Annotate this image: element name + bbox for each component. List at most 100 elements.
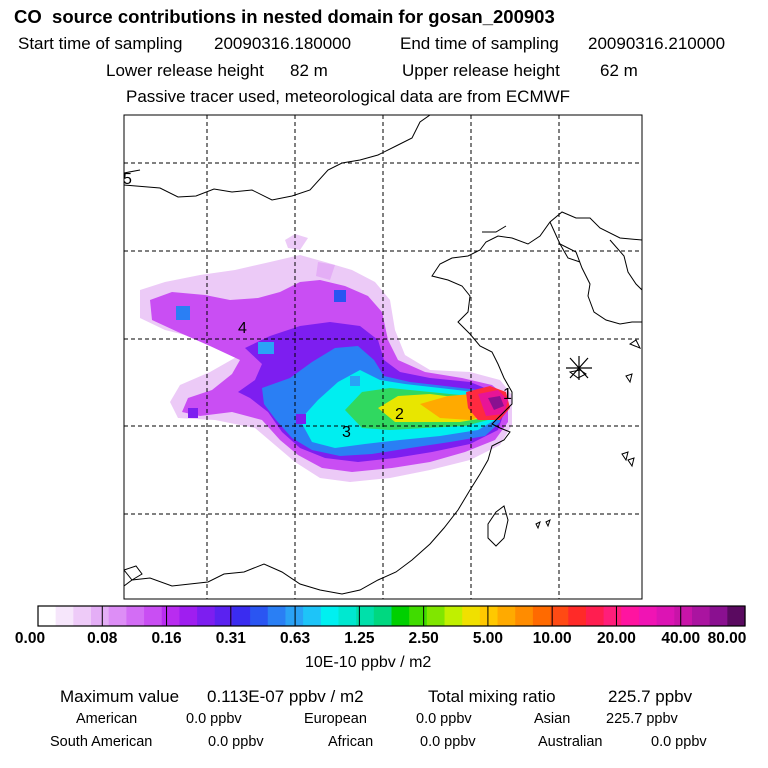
colorbar-cell	[161, 606, 181, 626]
colorbar-tick-label: 2.50	[408, 630, 439, 647]
colorbar-tick-label: 0.00	[14, 630, 46, 647]
plume-field	[140, 234, 512, 482]
plume-cell	[350, 376, 360, 386]
colorbar-units: 10E-10 ppbv / m2	[305, 654, 432, 671]
source-label-5: 5	[123, 171, 132, 188]
region-european-value: 0.0 ppbv	[416, 711, 472, 727]
source-label-3: 3	[342, 424, 351, 441]
receptor-star-icon	[566, 356, 592, 380]
coastlines	[124, 115, 642, 595]
region-australian-label: Australian	[538, 734, 603, 750]
border-line	[124, 115, 431, 201]
colorbar-cell	[568, 606, 587, 626]
colorbar-cell	[179, 606, 198, 626]
lower-release-value: 82 m	[290, 61, 328, 80]
island	[535, 521, 541, 530]
colorbar-cell	[285, 606, 304, 626]
colorbar-cell	[444, 606, 463, 626]
border-line	[559, 243, 581, 263]
upper-release-value: 62 m	[600, 61, 638, 80]
plume-cell	[258, 342, 274, 354]
plume-cell	[188, 408, 198, 418]
colorbar-cell	[303, 606, 322, 626]
start-time-value: 20090316.180000	[214, 34, 352, 53]
colorbar-cell	[674, 606, 693, 626]
plume-cell	[176, 306, 190, 320]
colorbar-tick-label: 0.63	[279, 630, 311, 647]
colorbar-cell	[621, 606, 640, 626]
colorbar-cell	[497, 606, 516, 626]
colorbar-cell	[250, 606, 269, 626]
colorbar-cell	[232, 606, 251, 626]
colorbar-cell	[585, 606, 605, 626]
colorbar-cell	[126, 606, 145, 626]
end-time-value: 20090316.210000	[588, 34, 726, 53]
colorbar-frame	[37, 605, 746, 627]
source-label-4: 4	[238, 320, 247, 337]
colorbar-cell	[532, 606, 552, 626]
colorbar-cell	[267, 606, 287, 626]
colorbar-cell	[426, 606, 446, 626]
colorbar-cell	[727, 606, 746, 626]
island	[545, 519, 551, 528]
colorbar-cell	[108, 606, 127, 626]
region-asian-value: 225.7 ppbv	[606, 711, 678, 727]
colorbar-cell	[603, 606, 622, 626]
colorbar-tick-label: 40.00	[661, 630, 701, 647]
tracer-note: Passive tracer used, meteorological data…	[126, 87, 571, 106]
map-frame	[123, 114, 643, 600]
colorbar-cell	[73, 606, 92, 626]
total-mixing-label: Total mixing ratio	[428, 687, 556, 706]
coast-line	[124, 211, 642, 595]
colorbar-tick-label: 80.00	[707, 630, 747, 647]
colorbar-tick-label: 0.08	[87, 630, 118, 647]
colorbar-cell	[197, 606, 216, 626]
region-american-label: American	[76, 711, 138, 727]
plume-cell	[296, 414, 306, 424]
region-south-american-value: 0.0 ppbv	[208, 734, 264, 750]
colorbar-tick-label: 0.31	[215, 630, 246, 647]
island	[621, 451, 629, 462]
plume-cell	[334, 290, 346, 302]
colorbar-cell	[214, 606, 234, 626]
colorbar-cell	[638, 606, 658, 626]
coast-line	[549, 221, 642, 325]
lower-release-label: Lower release height	[106, 61, 264, 80]
colorbar-cell	[409, 606, 428, 626]
region-south-american-label: South American	[50, 734, 153, 750]
chart-title: CO source contributions in nested domain…	[14, 6, 555, 27]
colorbar-cell	[91, 606, 110, 626]
island	[625, 373, 633, 384]
source-label-2: 2	[395, 406, 404, 423]
colorbar-cell	[55, 606, 74, 626]
island	[627, 457, 635, 468]
colorbar-cell	[144, 606, 163, 626]
colorbar-tick-label: 1.25	[344, 630, 375, 647]
colorbar-cell	[550, 606, 569, 626]
colorbar-tick-label: 5.00	[472, 630, 503, 647]
region-american-value: 0.0 ppbv	[186, 711, 242, 727]
island-hainan	[124, 565, 143, 581]
colorbar-tick-label: 10.00	[532, 630, 572, 647]
colorbar-tick-label: 20.00	[597, 630, 636, 647]
colorbar-cell	[356, 606, 375, 626]
colorbar-cell	[338, 606, 357, 626]
island-taiwan	[487, 505, 509, 547]
max-value: 0.113E-07 ppbv / m2	[207, 687, 364, 706]
plume-contour-faint	[285, 234, 308, 250]
colorbar-cell	[479, 606, 499, 626]
upper-release-label: Upper release height	[402, 61, 560, 80]
region-european-label: European	[304, 711, 367, 727]
colorbar-cell	[462, 606, 481, 626]
colorbar-tick-label: 0.16	[151, 630, 182, 647]
island	[628, 339, 642, 349]
max-value-label: Maximum value	[60, 687, 180, 706]
region-african-value: 0.0 ppbv	[420, 734, 476, 750]
colorbar-cell	[38, 606, 57, 626]
colorbar-cell	[656, 606, 675, 626]
end-time-label: End time of sampling	[400, 34, 559, 53]
colorbar-cell	[709, 606, 728, 626]
border-line	[124, 169, 141, 174]
coast-line	[609, 239, 642, 291]
